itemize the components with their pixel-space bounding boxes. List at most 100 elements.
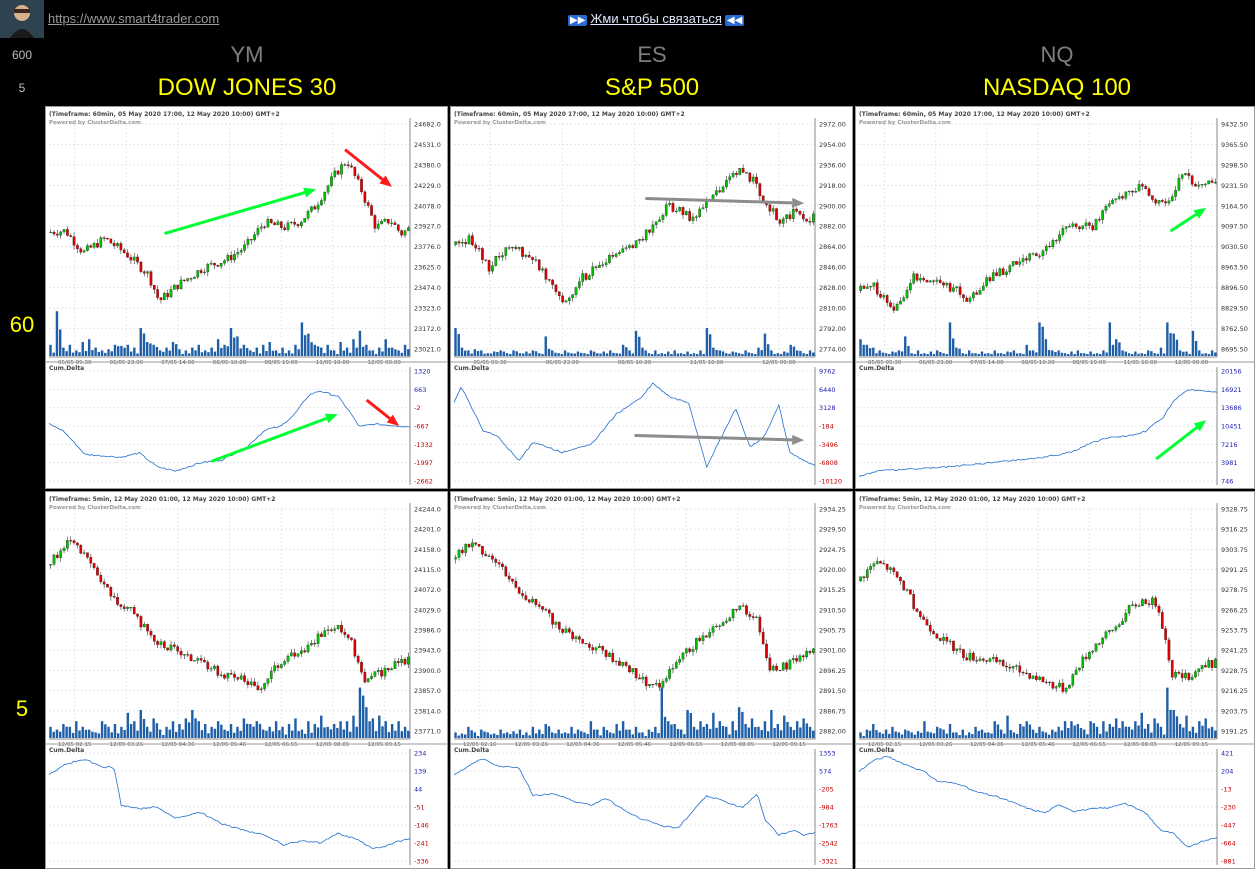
candle-body xyxy=(968,652,972,661)
candle-body xyxy=(1111,629,1114,632)
candle-body xyxy=(142,624,146,628)
volume-bar xyxy=(534,733,538,738)
volume-bar xyxy=(258,723,262,738)
chart-es-5[interactable]: 2934.25 2929.50 2924.75 2920.00 2915.25 2910.… xyxy=(450,491,853,869)
volume-bar xyxy=(361,346,365,356)
site-link[interactable]: https://www.smart4trader.com xyxy=(48,11,220,26)
chart-ym-5[interactable]: 24244.0 24201.0 24158.0 24115.0 24072.0 24029… xyxy=(45,491,448,869)
volume-bar xyxy=(499,350,502,356)
candle-body xyxy=(109,587,113,597)
price-tick-label: 24244.0 xyxy=(414,506,441,514)
volume-bar xyxy=(470,730,473,738)
volume-bar xyxy=(75,721,78,738)
volume-bar xyxy=(1143,728,1147,738)
candle-body xyxy=(795,208,798,212)
candle-body xyxy=(661,215,665,220)
candle-body xyxy=(1127,605,1131,614)
chart-nq-60[interactable]: 9432.50 9365.50 9298.50 9231.50 9164.50 9097.… xyxy=(855,106,1255,489)
volume-bar xyxy=(1127,726,1131,738)
contact-link[interactable]: ▶▶ Жми чтобы связаться ◀◀ xyxy=(565,11,747,26)
x-tick-label: 11/05 10:00 xyxy=(316,360,350,366)
candle-body xyxy=(641,239,645,241)
volume-bar xyxy=(213,728,217,738)
candle-body xyxy=(290,652,293,657)
volume-bar xyxy=(936,726,939,738)
candle-body xyxy=(748,172,752,182)
chart-subtitle: Powered by ClusterDelta.com xyxy=(859,505,951,511)
chart-subtitle: Powered by ClusterDelta.com xyxy=(859,120,951,126)
candle-body xyxy=(376,223,380,229)
volume-bar xyxy=(403,726,407,738)
volume-bar xyxy=(884,353,888,356)
volume-bar xyxy=(705,328,709,356)
candle-body xyxy=(196,270,200,278)
volume-bar xyxy=(191,347,194,356)
candle-body xyxy=(96,243,99,248)
volume-bar xyxy=(220,347,223,356)
candle-body xyxy=(467,543,471,548)
price-tick-label: 2828.00 xyxy=(819,284,846,292)
volume-bar xyxy=(1137,353,1140,356)
candle-body xyxy=(968,297,972,302)
volume-bar xyxy=(792,730,796,738)
volume-bar xyxy=(129,723,133,738)
candle-body xyxy=(346,164,350,167)
volume-bar xyxy=(97,733,101,738)
avatar[interactable] xyxy=(0,0,44,38)
candle-body xyxy=(715,190,718,196)
candle-body xyxy=(306,211,310,219)
chart-es-60[interactable]: 2972.00 2954.00 2936.00 2918.00 2900.00 2882.… xyxy=(450,106,853,489)
candle-body xyxy=(805,651,808,658)
candle-body xyxy=(1088,652,1091,660)
annotation-arrow-head xyxy=(792,434,805,445)
price-tick-label: 9216.25 xyxy=(1221,687,1248,695)
volume-bar xyxy=(904,336,907,356)
chart-nq-5[interactable]: 9328.75 9316.25 9303.75 9291.25 9278.75 9266.… xyxy=(855,491,1255,869)
candle-body xyxy=(571,294,574,299)
volume-bar xyxy=(1022,726,1025,738)
candle-body xyxy=(183,654,186,656)
candle-body xyxy=(1071,223,1075,227)
candle-body xyxy=(193,660,196,662)
volume-bar xyxy=(454,732,457,738)
candle-body xyxy=(544,609,548,611)
volume-bar xyxy=(123,347,126,356)
candle-body xyxy=(236,252,240,255)
candle-body xyxy=(356,656,360,663)
candle-body xyxy=(578,281,581,288)
volume-bar xyxy=(868,348,872,356)
volume-bar xyxy=(961,353,964,356)
delta-title: Cum.Delta xyxy=(49,365,84,372)
volume-bar xyxy=(100,721,104,738)
candle-body xyxy=(1094,219,1098,231)
volume-bar xyxy=(1073,354,1076,356)
volume-bar xyxy=(332,724,336,738)
volume-bar xyxy=(554,352,557,356)
volume-bar xyxy=(1025,344,1028,356)
candle-body xyxy=(376,670,380,672)
candle-body xyxy=(366,202,370,206)
volume-bar xyxy=(1115,339,1118,356)
candle-body xyxy=(668,669,671,679)
candle-body xyxy=(869,286,872,288)
volume-bar xyxy=(1060,352,1064,356)
candle-body xyxy=(935,633,939,639)
volume-bar xyxy=(381,351,384,356)
volume-bar xyxy=(521,353,525,356)
candle-body xyxy=(965,297,969,302)
candle-body xyxy=(481,546,484,555)
volume-bar xyxy=(229,724,233,738)
volume-bar xyxy=(1015,733,1019,738)
candle-body xyxy=(82,552,86,554)
candle-body xyxy=(919,277,922,281)
annotation-arrow-head xyxy=(386,414,400,426)
volume-bar xyxy=(307,721,310,738)
candle-body xyxy=(1018,261,1022,265)
volume-bar xyxy=(644,736,647,738)
chart-ym-60[interactable]: 24682.0 24531.0 24380.0 24229.0 24078.0 23927… xyxy=(45,106,448,489)
candle-body xyxy=(511,247,514,249)
candle-body xyxy=(246,681,250,685)
volume-bar xyxy=(987,353,990,356)
candle-body xyxy=(701,207,705,210)
candle-body xyxy=(386,668,390,671)
